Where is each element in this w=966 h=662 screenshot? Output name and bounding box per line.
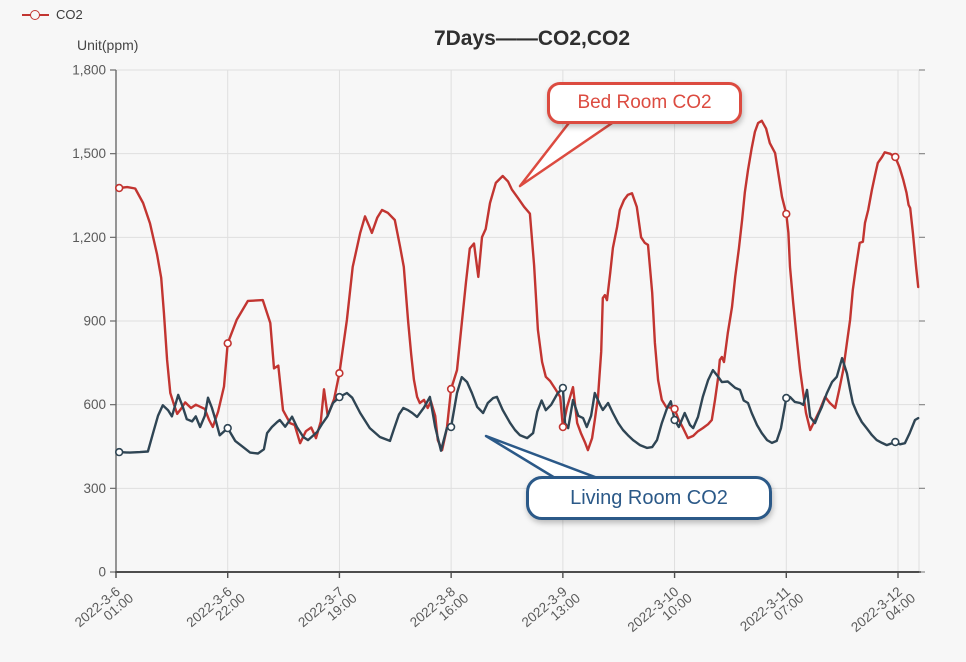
axes [110, 69, 925, 578]
y-axis-label: 1,200 [72, 230, 106, 245]
y-axis-label: 900 [83, 314, 106, 329]
point-marker [223, 339, 232, 348]
x-axis-label: 2022-3-1107:00 [737, 580, 806, 645]
series-line [118, 356, 920, 455]
y-axis-label: 0 [98, 565, 106, 580]
bedroom-callout-arrow [518, 117, 620, 188]
y-axis-label: 600 [83, 397, 106, 412]
x-axis-label: 2022-3-601:00 [72, 580, 136, 640]
x-axis-label: 2022-3-1010:00 [625, 580, 695, 645]
y-axis-unit-label: Unit(ppm) [77, 37, 139, 53]
living-callout: Living Room CO2 [526, 476, 772, 520]
chart-title: 7Days——CO2,CO2 [433, 27, 631, 50]
point-marker [891, 152, 900, 162]
point-marker [335, 392, 344, 402]
legend-co2[interactable]: CO2 [22, 7, 83, 22]
point-marker [335, 369, 344, 378]
x-axis-label: 2022-3-816:00 [407, 580, 471, 640]
legend-label: CO2 [56, 7, 83, 22]
point-marker [114, 447, 124, 457]
point-marker [558, 422, 568, 432]
point-marker [891, 437, 900, 447]
point-marker [782, 209, 791, 219]
series-lines [118, 119, 920, 455]
line-series-icon [22, 8, 49, 22]
point-marker [114, 183, 124, 193]
y-axis-label: 1,500 [72, 146, 106, 161]
y-axis-label: 300 [83, 481, 106, 496]
x-axis-label: 2022-3-719:00 [295, 580, 359, 640]
point-marker [446, 384, 456, 394]
point-marker [446, 422, 456, 432]
point-marker [558, 383, 568, 393]
point-marker [670, 415, 679, 425]
data-point-markers [114, 152, 900, 457]
x-axis-label: 2022-3-1204:00 [848, 580, 918, 645]
bedroom-callout: Bed Room CO2 [547, 82, 742, 124]
point-marker [223, 423, 232, 433]
x-axis-label: 2022-3-913:00 [519, 580, 583, 640]
y-axis-label: 1,800 [72, 63, 106, 78]
point-marker [782, 393, 791, 403]
series-line [118, 119, 920, 452]
x-axis-label: 2022-3-622:00 [184, 580, 248, 640]
point-marker [670, 404, 679, 414]
axis-labels: 0 300 600 900 1,200 1,500 1,800 2022-3-601:00 20… [72, 63, 918, 645]
